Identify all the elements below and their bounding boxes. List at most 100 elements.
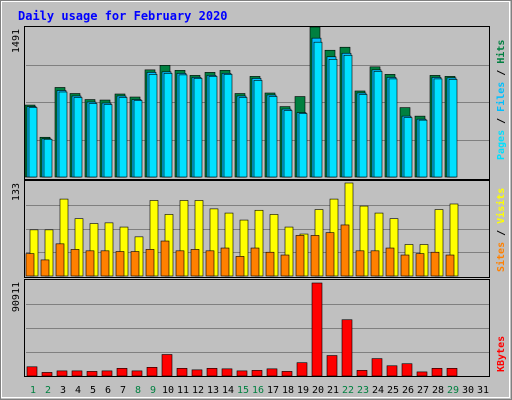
kbytes-bar-day-9 [146,367,158,377]
day-label-21: 21 [327,385,339,396]
day-label-30: 30 [462,385,474,396]
day-label-23: 23 [357,385,369,396]
pages-bar-day-12 [193,78,203,178]
day-label-6: 6 [105,385,111,396]
panel-hits-files-pages: 1491 Pages / Files / Hits [11,26,507,180]
kbytes-bar-day-20 [311,282,323,377]
pages-bar-day-14 [223,74,233,178]
pages-bar-day-19 [298,113,308,178]
kbytes-bar-day-4 [71,370,83,377]
sites-bar-day-26 [400,254,410,277]
sites-bar-day-10 [160,240,170,277]
day-label-16: 16 [252,385,264,396]
pages-bar-day-28 [433,78,443,178]
pages-bar-day-5 [88,103,98,178]
kbytes-bar-day-16 [251,370,263,377]
day-label-22: 22 [342,385,354,396]
sites-bar-day-15 [235,256,245,277]
visits-sites-bars [25,182,489,277]
pages-bar-day-8 [133,100,143,178]
kbytes-bar-day-6 [101,370,113,377]
panel-kbytes: 90911 KBytes [11,279,507,377]
pages-bar-day-1 [28,107,38,178]
day-label-24: 24 [372,385,384,396]
day-label-28: 28 [432,385,444,396]
sites-bar-day-13 [205,250,215,277]
pages-bar-day-9 [148,74,158,178]
sites-bar-day-11 [175,250,185,277]
kbytes-bar-day-19 [296,362,308,377]
kbytes-bar-day-12 [191,369,203,377]
pages-bar-day-16 [253,80,263,178]
day-label-12: 12 [192,385,204,396]
pages-bar-day-23 [358,94,368,178]
legend-files: Files [495,82,507,112]
kbytes-bar-day-23 [356,370,368,377]
day-label-8: 8 [135,385,141,396]
kbytes-bar-day-8 [131,370,143,377]
pages-bar-day-7 [118,97,128,178]
kbytes-bar-day-2 [41,372,53,377]
kbytes-bar-day-5 [86,371,98,377]
kbytes-bar-day-29 [446,368,458,377]
pages-bar-day-4 [73,97,83,178]
hits-legend: Pages / Files / Hits [495,40,507,160]
sites-bar-day-5 [85,250,95,277]
hits-ymax-label: 1491 [11,29,22,53]
pages-bar-day-26 [403,117,413,178]
pages-bar-day-24 [373,71,383,178]
pages-bar-day-29 [448,79,458,178]
visits-ymax-label: 133 [11,183,22,201]
day-label-19: 19 [297,385,309,396]
sites-bar-day-9 [145,249,155,277]
day-label-18: 18 [282,385,294,396]
svg-text:Sites / Visits: Sites / Visits [495,188,507,272]
kbytes-bar-day-22 [341,319,353,377]
kbytes-ymax-label: 90911 [11,282,22,312]
svg-text:KBytes: KBytes [496,336,507,372]
day-label-14: 14 [222,385,234,396]
panel-visits-sites: 133 Sites / Visits [11,180,507,278]
pages-bar-day-2 [43,138,53,178]
day-label-1: 1 [30,385,36,396]
sites-bar-day-22 [340,224,350,277]
day-label-2: 2 [45,385,51,396]
chart-title: Daily usage for February 2020 [18,9,228,23]
pages-bar-day-13 [208,76,218,178]
sites-bar-day-16 [250,247,260,277]
kbytes-bar-day-14 [221,368,233,377]
sites-bar-day-20 [310,235,320,277]
legend-hits: Hits [495,40,507,64]
kbytes-bar-day-7 [116,368,128,377]
sites-bar-day-4 [70,249,80,277]
pages-bar-day-25 [388,78,398,178]
hits-files-pages-bars [24,26,489,178]
kbytes-bar-day-25 [386,365,398,377]
pages-bar-day-22 [343,54,353,178]
sites-bar-day-25 [385,247,395,277]
kbytes-bar-day-1 [26,366,38,377]
pages-bar-day-20 [313,41,323,178]
sites-bar-day-7 [115,251,125,277]
day-label-11: 11 [177,385,189,396]
pages-bar-day-27 [418,119,428,178]
pages-bar-day-6 [103,104,113,178]
kbytes-legend: KBytes [496,336,507,372]
sites-bar-day-27 [415,253,425,277]
day-label-25: 25 [387,385,399,396]
legend-pages: Pages [496,130,507,160]
day-axis: 1 2 3 4 5 6 7 8 9 10 11 12 13 14 15 16 17 18 19 20 21 22 23 24 2… [30,385,489,396]
sites-bar-day-21 [325,232,335,277]
pages-bar-day-10 [163,73,173,178]
sites-bar-day-17 [265,251,275,277]
day-label-17: 17 [267,385,279,396]
pages-bar-day-11 [178,74,188,178]
kbytes-bar-day-17 [266,368,278,377]
day-label-10: 10 [162,385,174,396]
kbytes-bar-day-18 [281,371,293,377]
visits-legend: Sites / Visits [495,188,507,272]
kbytes-bar-day-11 [176,368,188,377]
sites-bar-day-18 [280,254,290,277]
kbytes-bars [26,282,489,377]
